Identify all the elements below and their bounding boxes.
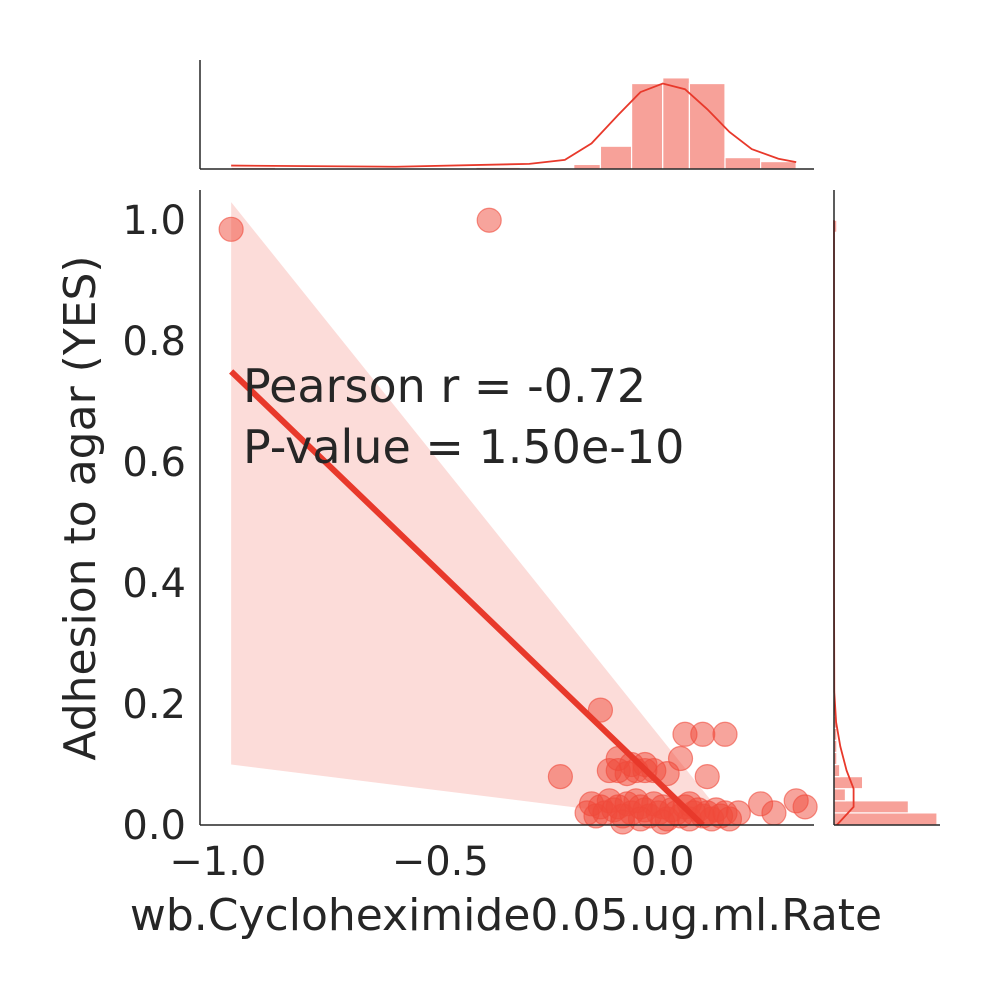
y-hist-bar — [833, 776, 864, 790]
y-marginal-histogram — [833, 190, 940, 826]
axes-layer: −1.0 −0.5 0.0 0.0 0.2 0.4 0.6 0.8 1.0 — [122, 190, 814, 885]
scatter-point — [761, 800, 787, 826]
y-hist-bar — [833, 763, 841, 778]
x-hist-bar — [760, 160, 797, 170]
x-tick-label: −1.0 — [169, 839, 266, 885]
x-hist-bar — [599, 145, 633, 170]
x-marginal-histogram — [199, 60, 814, 170]
confidence-band-layer — [231, 202, 717, 826]
scatter-point — [725, 800, 751, 826]
x-hist-bar — [630, 82, 664, 170]
scatter-point — [218, 216, 244, 242]
x-hist-bar — [724, 157, 762, 170]
confidence-band — [231, 202, 717, 826]
regression-line — [229, 369, 705, 828]
scatter-point — [587, 697, 614, 723]
scatter-point — [690, 721, 716, 747]
y-tick-label: 0.2 — [122, 682, 186, 728]
scatter-point — [632, 751, 658, 778]
scatter-point — [476, 207, 502, 233]
scatter-point — [667, 745, 694, 772]
x-tick-label: −0.5 — [392, 839, 489, 885]
y-hist-bar — [833, 788, 847, 802]
y-hist-bar — [833, 812, 938, 826]
scatter-point — [792, 794, 818, 820]
x-axis-title: wb.Cycloheximide0.05.ug.ml.Rate — [130, 890, 882, 941]
x-hist-bar — [662, 77, 691, 170]
x-tick-label: 0.0 — [631, 839, 695, 885]
y-tick-label: 0.8 — [122, 319, 186, 365]
y-hist-bar — [833, 800, 909, 814]
regression-line-layer — [229, 369, 705, 828]
pearson-annotation: Pearson r = -0.72 — [243, 359, 646, 413]
scatter-point — [547, 764, 573, 790]
scatter-point — [610, 809, 636, 835]
main-scatter-plot: −1.0 −0.5 0.0 0.0 0.2 0.4 0.6 0.8 1.0 — [122, 190, 818, 885]
y-tick-label: 0.6 — [122, 440, 186, 486]
y-tick-label: 0.4 — [122, 561, 186, 607]
scatter-point — [650, 809, 676, 835]
x-kde-curve — [231, 82, 797, 168]
pvalue-annotation: P-value = 1.50e-10 — [243, 420, 684, 474]
x-hist-bar — [688, 82, 726, 170]
scatter-point — [712, 721, 738, 747]
y-tick-label: 1.0 — [122, 198, 186, 244]
scatter-point — [694, 764, 720, 790]
y-axis-title: Adhesion to agar (YES) — [55, 255, 106, 760]
y-tick-label: 0.0 — [122, 803, 186, 849]
